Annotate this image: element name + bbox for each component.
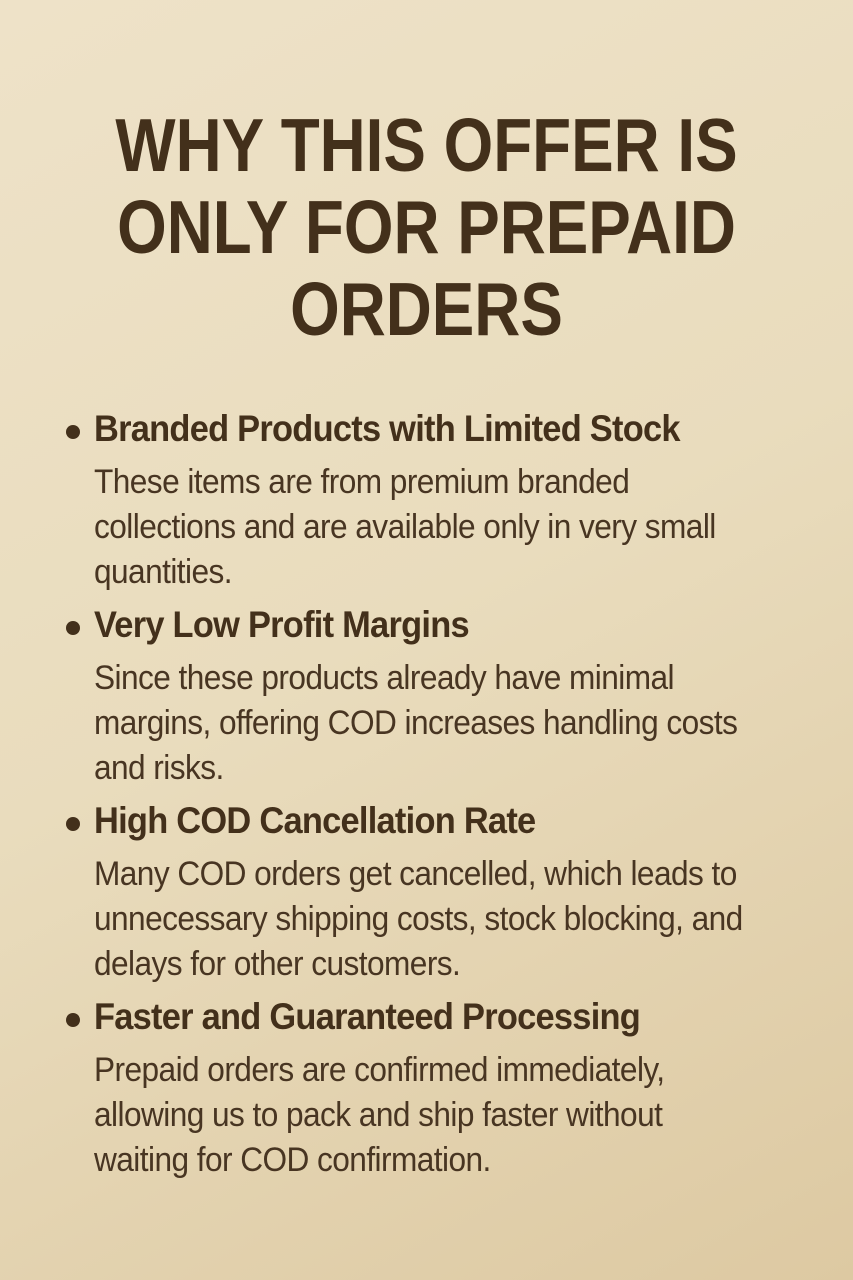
- list-item-cancellation-rate: High COD Cancellation Rate Many COD orde…: [66, 799, 813, 987]
- list-item-content: Faster and Guaranteed Processing Prepaid…: [94, 995, 810, 1183]
- list-item-profit-margins: Very Low Profit Margins Since these prod…: [66, 603, 813, 791]
- title-line-1: WHY THIS OFFER IS: [115, 103, 738, 187]
- list-item-content: Branded Products with Limited Stock Thes…: [94, 407, 810, 595]
- bullet-body: Prepaid orders are confirmed immediately…: [94, 1051, 665, 1179]
- bullet-body: These items are from premium branded col…: [94, 463, 716, 591]
- bullet-heading: High COD Cancellation Rate: [94, 800, 536, 841]
- bullet-dot-icon: [66, 621, 80, 635]
- bullet-dot-icon: [66, 817, 80, 831]
- list-item-branded-products: Branded Products with Limited Stock Thes…: [66, 407, 813, 595]
- bullet-heading: Faster and Guaranteed Processing: [94, 996, 641, 1037]
- bullet-heading: Branded Products with Limited Stock: [94, 408, 681, 449]
- bullet-body: Since these products already have minima…: [94, 659, 738, 787]
- list-item-content: Very Low Profit Margins Since these prod…: [94, 603, 810, 791]
- list-item-guaranteed-processing: Faster and Guaranteed Processing Prepaid…: [66, 995, 813, 1183]
- bullet-dot-icon: [66, 425, 80, 439]
- list-item-content: High COD Cancellation Rate Many COD orde…: [94, 799, 810, 987]
- bullet-dot-icon: [66, 1013, 80, 1027]
- bullet-body: Many COD orders get cancelled, which lea…: [94, 855, 743, 983]
- bullet-list: Branded Products with Limited Stock Thes…: [66, 407, 813, 1183]
- title-line-3: ORDERS: [290, 267, 563, 351]
- title-line-2: ONLY FOR PREPAID: [117, 185, 736, 269]
- page-title: WHY THIS OFFER IS ONLY FOR PREPAID ORDER…: [0, 0, 853, 350]
- bullet-heading: Very Low Profit Margins: [94, 604, 470, 645]
